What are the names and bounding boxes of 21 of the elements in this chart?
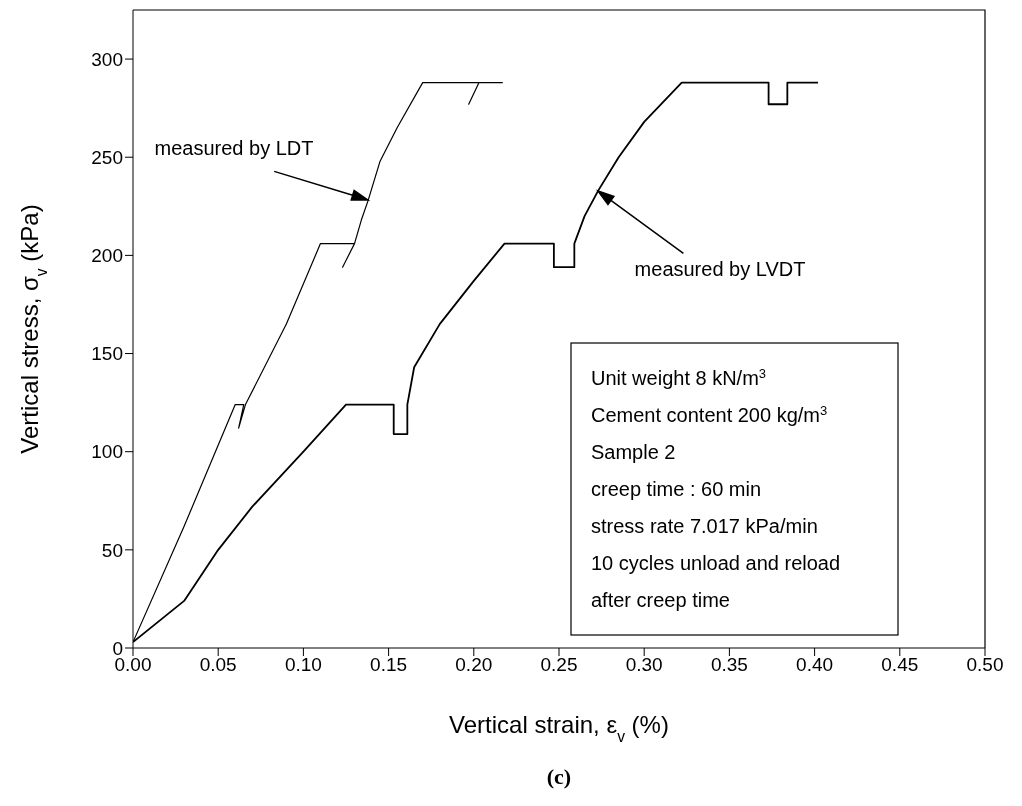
x-axis-title: Vertical strain, ε$_{v}$ (%) (449, 711, 669, 745)
x-tick-label: 0.50 (966, 654, 1004, 676)
x-tick-label: 0.45 (881, 654, 919, 676)
y-tick-label: 100 (91, 441, 123, 463)
y-tick-label: 250 (91, 146, 123, 168)
x-tick-label: 0.15 (370, 654, 408, 676)
x-tick-label: 0.35 (710, 654, 748, 676)
x-tick-label: 0.20 (455, 654, 493, 676)
y-tick-label: 300 (91, 48, 123, 70)
annotation: measured by LVDT (634, 258, 806, 280)
y-tick-label: 150 (91, 343, 123, 365)
y-tick-label: 200 (91, 245, 123, 267)
x-tick-label: 0.30 (625, 654, 663, 676)
text: Unit weight 8 kN/m$^{3}$ Cement content 200 kg/m$^{3}$ Sample 2 creep time : 60 min stress rate 7.017 kPa/min 10 cycles unload and reload after creep time (591, 365, 841, 611)
y-tick-label: 50 (101, 539, 123, 561)
x-tick-label: 0.05 (199, 654, 237, 676)
annotation: measured by LDT (154, 137, 314, 159)
x-tick-label: 0.10 (284, 654, 322, 676)
x-tick-label: 0.40 (796, 654, 834, 676)
x-tick-label: 0.25 (540, 654, 578, 676)
text: (c) (546, 764, 572, 789)
